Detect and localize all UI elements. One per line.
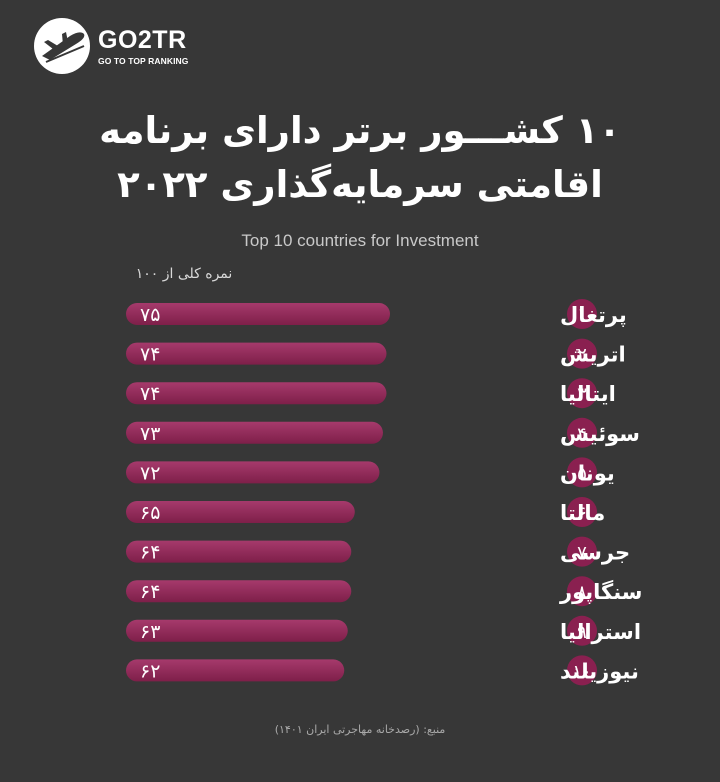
country-label: مالتا <box>560 501 605 525</box>
country-label: جرسی <box>560 541 630 565</box>
rank-badge <box>567 655 597 686</box>
chart-subtitle: Top 10 countries for Investment <box>241 231 479 250</box>
bar-value-label: ۶۵ <box>140 502 160 524</box>
bar <box>126 619 348 642</box>
rank-number: ۱۰ <box>572 661 591 682</box>
country-label: ایتالیا <box>560 382 616 406</box>
rank-number: ۱ <box>577 305 587 326</box>
rank-badge <box>567 299 597 329</box>
brand-tagline: GO TO TOP RANKING <box>98 56 189 66</box>
bar <box>126 580 352 603</box>
bar-value-label: ۶۴ <box>140 542 160 564</box>
logo-badge <box>34 18 90 74</box>
country-label: نیوزیلند <box>560 659 639 683</box>
bar <box>126 382 387 405</box>
bar-value-label: ۷۲ <box>140 462 160 484</box>
score-axis-label: نمره کلی از ۱۰۰ <box>135 266 233 282</box>
bar-value-label: ۷۳ <box>140 423 160 445</box>
rank-badge <box>567 536 597 567</box>
brand-name: GO2TR <box>98 26 187 54</box>
rank-badge <box>567 497 597 527</box>
bar <box>126 659 345 682</box>
bar-value-label: ۶۲ <box>140 660 160 682</box>
rank-number: ۳ <box>577 384 587 405</box>
bar-value-label: ۷۴ <box>140 344 160 366</box>
rank-number: ۸ <box>577 582 587 603</box>
rank-badge <box>567 338 597 369</box>
country-label: یونان <box>560 461 615 485</box>
country-label: استرالیا <box>560 620 641 644</box>
rank-badge <box>567 576 597 607</box>
rank-badge <box>567 417 597 448</box>
rank-number: ۵ <box>577 463 587 484</box>
rank-number: ۶ <box>577 503 587 524</box>
bar <box>126 342 387 365</box>
rank-number: ۲ <box>577 345 587 366</box>
chart-title-line1: ۱۰ کشـــور برتر دارای برنامه <box>99 109 621 152</box>
country-label: سوئیس <box>560 422 640 446</box>
rank-number: ۷ <box>577 543 587 564</box>
country-label: سنگاپور <box>559 579 642 604</box>
bar-value-label: ۷۵ <box>140 304 160 326</box>
rank-badge <box>567 378 597 409</box>
bar-value-label: ۶۳ <box>140 621 160 643</box>
bar <box>126 501 355 523</box>
airplane-icon <box>42 32 85 63</box>
country-label: اتریش <box>560 343 626 367</box>
source-note: منبع: (رصدخانه مهاجرتی ایران ۱۴۰۱) <box>274 723 446 736</box>
bar <box>126 421 383 444</box>
chart-title-line2: اقامتی سرمایه‌گذاری ۲۰۲۲ <box>117 163 603 206</box>
bar <box>126 303 390 325</box>
bar-value-label: ۷۴ <box>140 383 160 405</box>
rank-number: ۹ <box>577 622 587 643</box>
rank-badge <box>567 615 597 646</box>
bar-value-label: ۶۴ <box>140 581 160 603</box>
country-label: پرتغال <box>560 303 627 327</box>
brand-logo: GO2TR GO TO TOP RANKING <box>34 18 214 78</box>
rank-badge <box>567 457 597 488</box>
bar <box>126 540 352 563</box>
rank-number: ۴ <box>577 424 587 445</box>
bar <box>126 461 380 484</box>
